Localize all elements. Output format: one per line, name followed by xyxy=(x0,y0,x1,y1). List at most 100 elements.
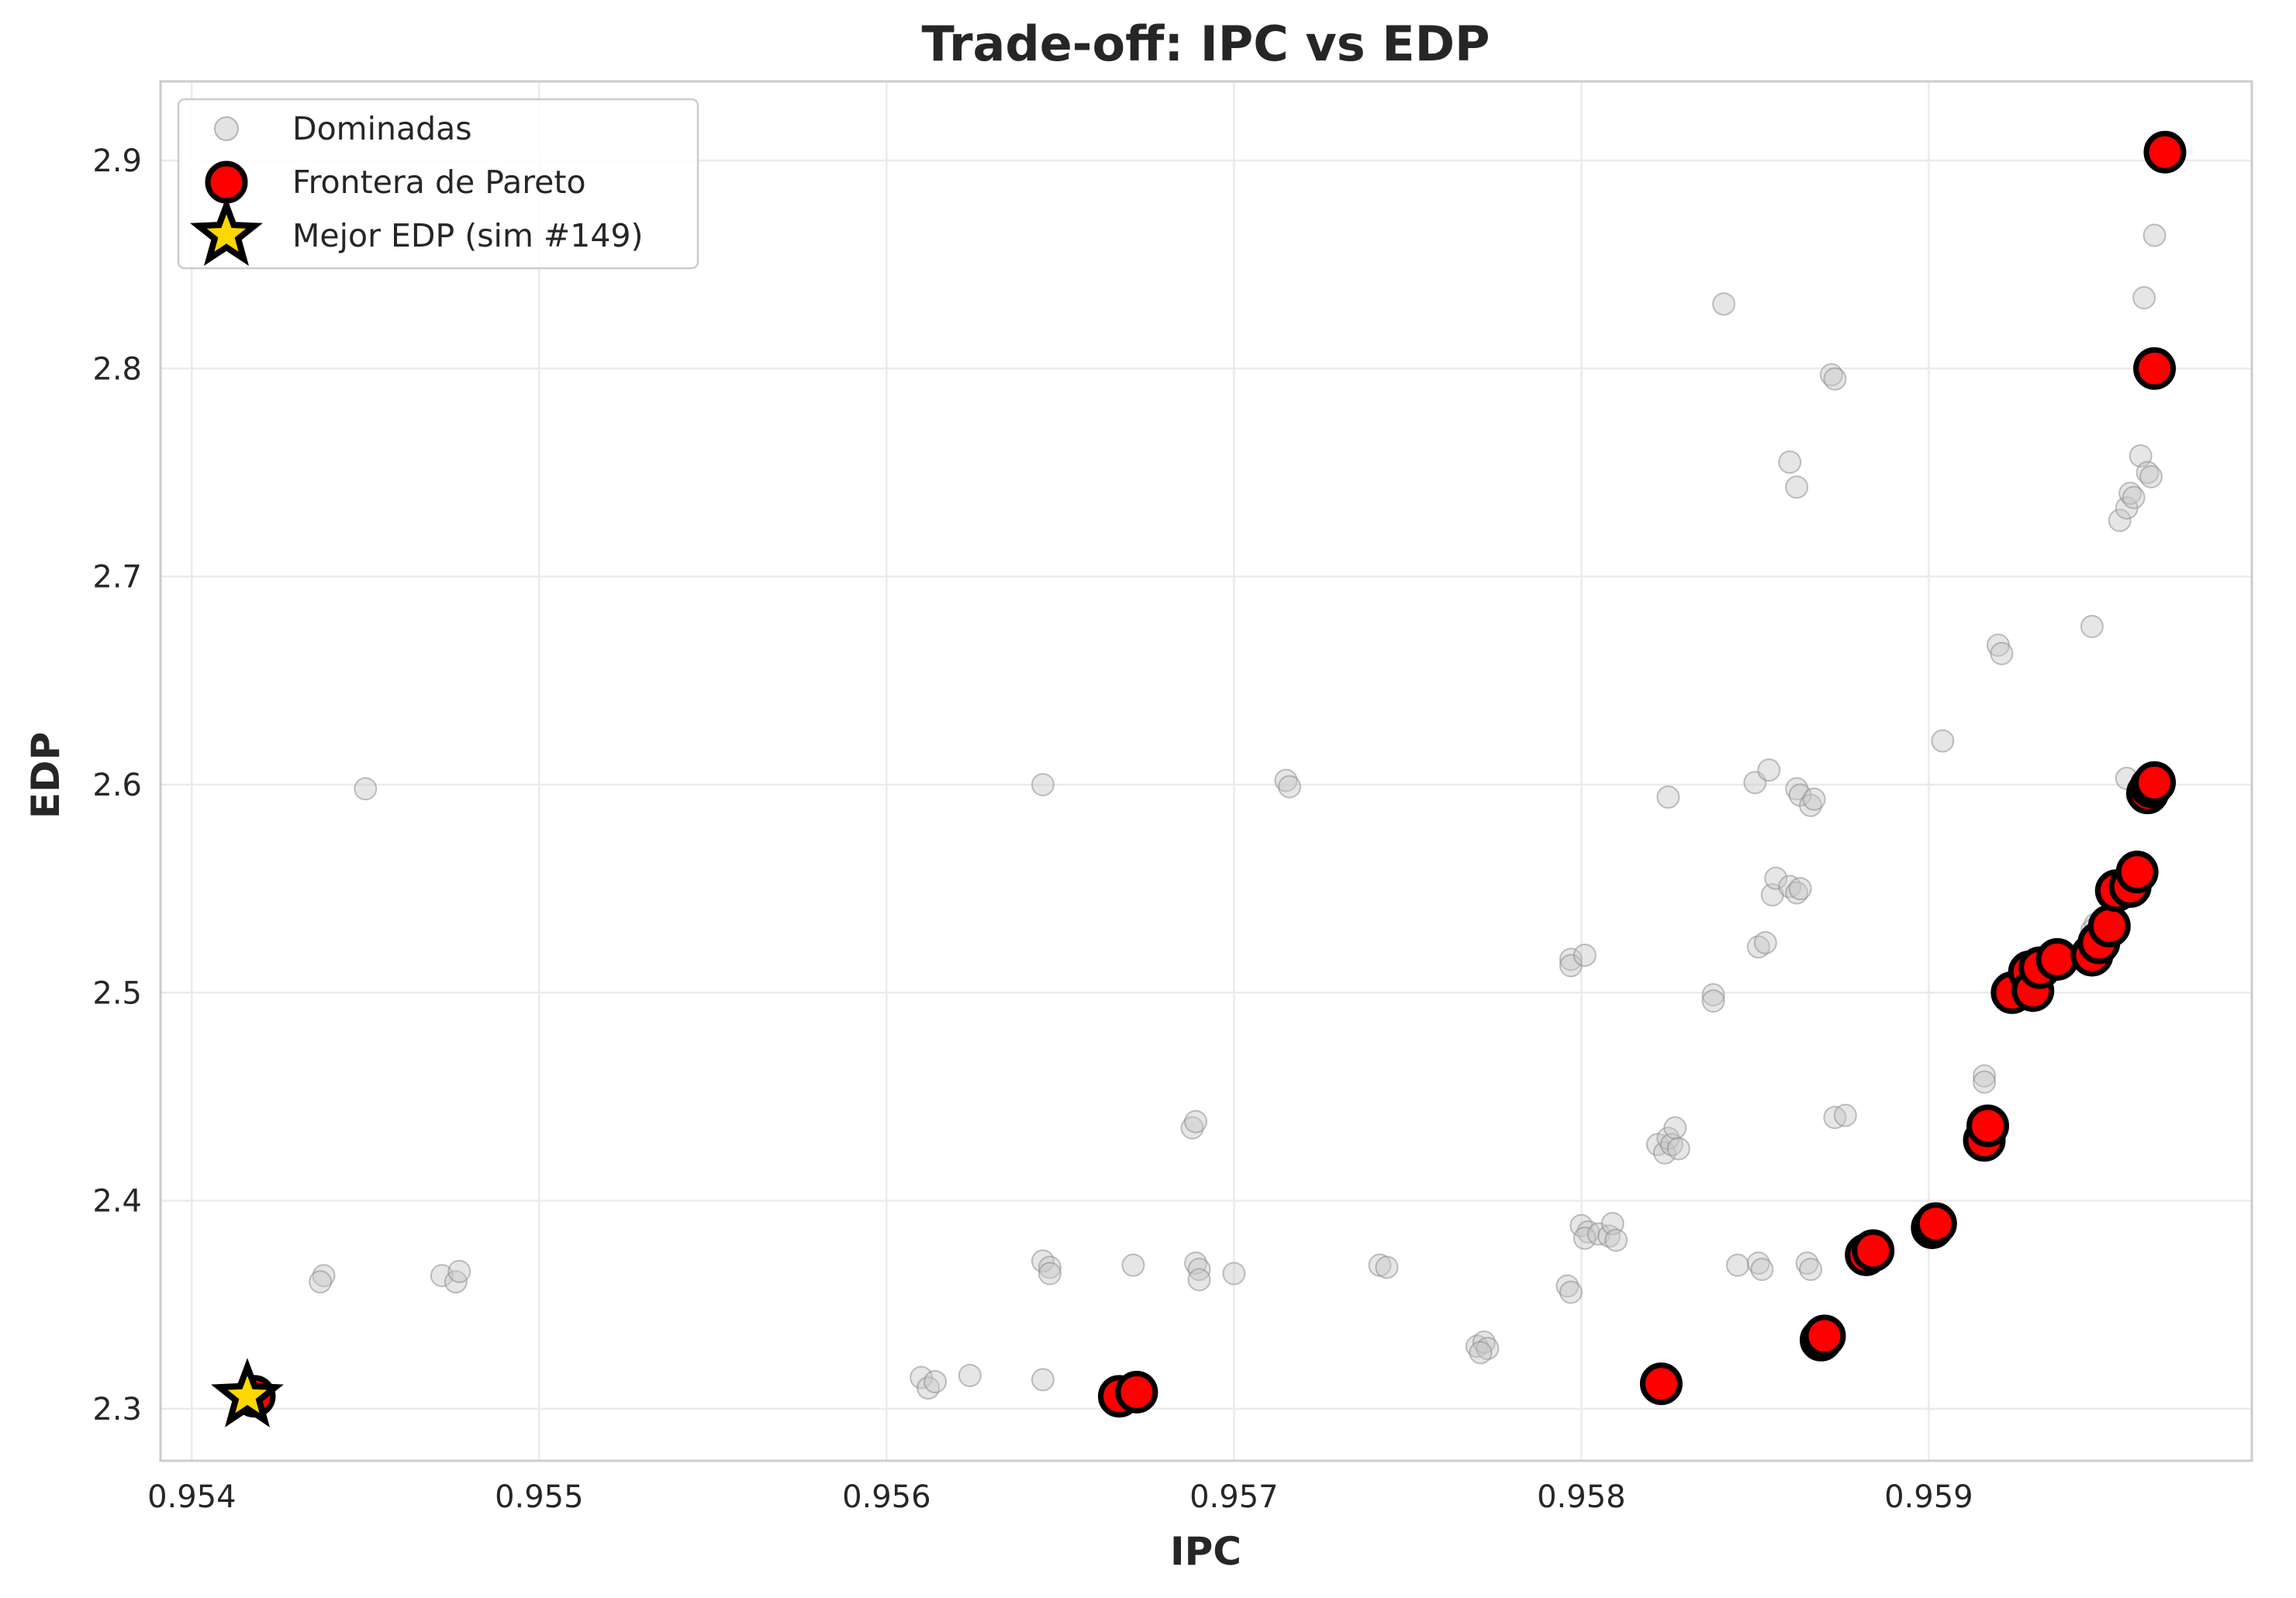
legend: Dominadas Frontera de Pareto Mejor EDP (… xyxy=(177,98,699,270)
x-tick-label: 0.954 xyxy=(147,1479,237,1515)
dominated-point xyxy=(1476,1337,1500,1361)
dominated-point xyxy=(1031,1249,1055,1273)
dominated-point xyxy=(1031,1368,1055,1392)
x-axis-label: IPC xyxy=(1170,1529,1241,1574)
pareto-point xyxy=(2115,851,2159,894)
dominated-point xyxy=(1573,1226,1597,1250)
pareto-point xyxy=(1639,1362,1683,1406)
dominated-point xyxy=(1375,1255,1399,1279)
dominated-point xyxy=(309,1270,333,1294)
dominated-point xyxy=(1799,793,1823,817)
dominated-point xyxy=(1180,1116,1204,1140)
y-tick-label: 2.4 xyxy=(92,1184,142,1220)
dominated-point xyxy=(1802,787,1826,811)
x-tick-label: 0.957 xyxy=(1189,1479,1279,1515)
legend-label-pareto: Frontera de Pareto xyxy=(292,164,586,201)
pareto-point xyxy=(1966,1104,2010,1148)
dominated-point xyxy=(354,777,378,801)
dominated-point xyxy=(447,1259,471,1283)
y-tick-label: 2.8 xyxy=(92,351,142,387)
dominated-point xyxy=(2139,464,2163,488)
dominated-point xyxy=(1819,363,1843,387)
dominated-point xyxy=(2142,223,2167,247)
best-edp-series xyxy=(211,1358,284,1427)
dominated-point xyxy=(1666,1137,1690,1161)
dominated-point xyxy=(1795,1251,1819,1275)
dominated-point xyxy=(1757,758,1781,782)
x-tick-label: 0.959 xyxy=(1884,1479,1973,1515)
pareto-point xyxy=(2087,904,2131,947)
dominated-point xyxy=(1038,1261,1062,1286)
legend-marker-dominated xyxy=(214,116,239,141)
dominated-point xyxy=(1559,947,1583,972)
plot-frame xyxy=(159,80,2253,1462)
dominated-point xyxy=(1274,768,1298,792)
dominated-point xyxy=(1038,1255,1062,1279)
pareto-point xyxy=(1852,1229,1895,1272)
dominated-point xyxy=(1184,1110,1208,1134)
y-axis-label: EDP xyxy=(23,732,68,819)
legend-marker-pareto xyxy=(205,160,248,204)
dominated-point xyxy=(1990,641,2014,665)
dominated-point xyxy=(312,1264,336,1288)
dominated-point xyxy=(1931,729,1955,753)
legend-label-best: Mejor EDP (sim #149) xyxy=(292,217,644,254)
dominated-point xyxy=(1833,1103,1857,1127)
pareto-point xyxy=(1115,1370,1158,1413)
dominated-point xyxy=(2080,615,2104,639)
dominated-point xyxy=(1559,1280,1583,1304)
dominated-point xyxy=(2118,481,2142,506)
dominated-point xyxy=(917,1376,941,1400)
y-tick-label: 2.6 xyxy=(92,768,142,803)
pareto-point xyxy=(1803,1314,1846,1358)
dominated-point xyxy=(1701,989,1725,1013)
dominated-point xyxy=(1753,930,1777,954)
dominated-point xyxy=(2122,485,2146,509)
dominated-point xyxy=(1663,1116,1687,1140)
grid xyxy=(161,81,2252,1461)
dominated-point xyxy=(1973,1064,1997,1088)
dominated-point xyxy=(2108,509,2132,533)
dominated-point xyxy=(1778,450,1802,475)
dominated-point xyxy=(1725,1253,1749,1277)
x-tick-label: 0.955 xyxy=(495,1479,584,1515)
dominated-point xyxy=(1785,777,1809,801)
pareto-point xyxy=(2133,347,2177,390)
dominated-point xyxy=(2135,461,2160,485)
dominated-point xyxy=(1187,1268,1211,1292)
chart-title: Trade-off: IPC vs EDP xyxy=(921,16,1490,72)
dominated-point xyxy=(1712,292,1736,316)
dominated-point xyxy=(1604,1228,1628,1252)
pareto-point xyxy=(2143,130,2187,174)
dominated-point xyxy=(1785,475,1809,499)
legend-label-dominated: Dominadas xyxy=(292,110,472,147)
dominated-point xyxy=(1555,1274,1580,1298)
best-point-star-icon xyxy=(211,1358,284,1427)
dominated-point xyxy=(1031,772,1055,796)
dominated-point xyxy=(1746,1251,1770,1275)
dominated-point xyxy=(1823,367,1847,391)
legend-box xyxy=(177,98,699,270)
dominated-point xyxy=(1764,866,1788,890)
pareto-point xyxy=(2035,937,2079,981)
dominated-point xyxy=(1121,1253,1145,1277)
dominated-point xyxy=(1973,1070,1997,1094)
dominated-point xyxy=(1278,775,1302,799)
x-tick-label: 0.956 xyxy=(842,1479,931,1515)
x-tick-labels: 0.954 0.955 0.956 0.957 0.958 0.959 xyxy=(147,1479,1973,1515)
pareto-series xyxy=(233,130,2187,1418)
y-tick-labels: 2.3 2.4 2.5 2.6 2.7 2.8 2.9 xyxy=(92,143,142,1427)
dominated-point xyxy=(958,1363,982,1387)
y-tick-label: 2.7 xyxy=(92,560,142,595)
dominated-series xyxy=(309,223,2167,1400)
y-tick-label: 2.3 xyxy=(92,1392,142,1427)
dominated-point xyxy=(430,1264,454,1288)
pareto-point xyxy=(1914,1202,1957,1245)
legend-marker-best-star-icon xyxy=(190,196,263,266)
dominated-point xyxy=(1656,785,1680,809)
dominated-point xyxy=(1222,1261,1246,1286)
dominated-point xyxy=(2132,286,2156,310)
dominated-point xyxy=(1750,1258,1774,1282)
y-tick-label: 2.9 xyxy=(92,143,142,179)
